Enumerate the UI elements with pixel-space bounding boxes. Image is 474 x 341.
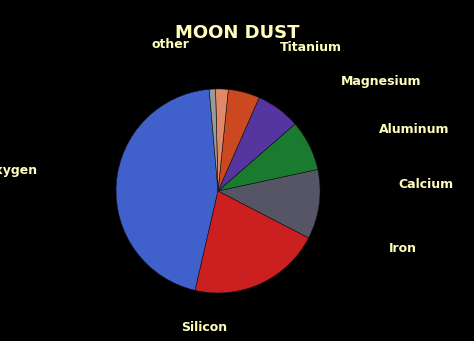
Text: Aluminum: Aluminum xyxy=(379,123,450,136)
Wedge shape xyxy=(218,89,259,191)
Wedge shape xyxy=(116,89,218,291)
Wedge shape xyxy=(218,98,295,191)
Text: other: other xyxy=(152,38,190,51)
Wedge shape xyxy=(216,89,228,191)
Text: MOON DUST: MOON DUST xyxy=(175,24,299,42)
Text: Magnesium: Magnesium xyxy=(341,75,422,88)
Text: Oxygen: Oxygen xyxy=(0,164,38,177)
Wedge shape xyxy=(218,124,318,191)
Wedge shape xyxy=(209,89,218,191)
Text: Titanium: Titanium xyxy=(280,41,342,54)
Text: Calcium: Calcium xyxy=(398,178,453,191)
Text: Iron: Iron xyxy=(389,242,417,255)
Wedge shape xyxy=(218,169,320,238)
Text: Silicon: Silicon xyxy=(181,321,227,333)
Wedge shape xyxy=(195,191,309,293)
